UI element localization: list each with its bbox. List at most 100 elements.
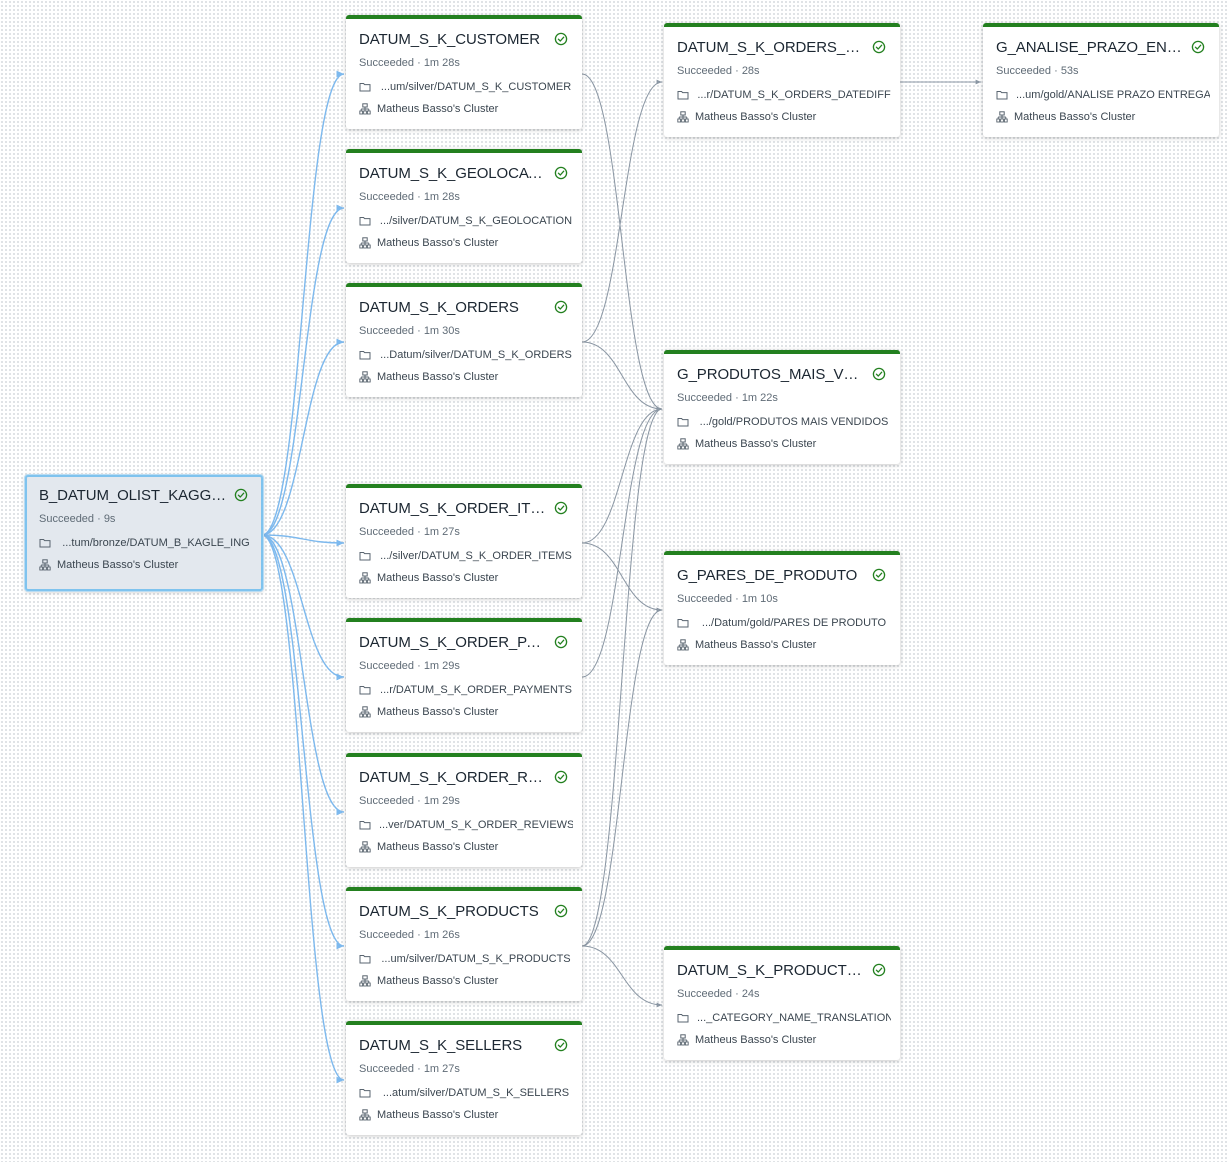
- task-status: Succeeded · 1m 22s: [677, 392, 778, 404]
- task-node-orders[interactable]: DATUM_S_K_ORDERS Succeeded · 1m 30s ...Dat…: [346, 283, 582, 397]
- task-title: DATUM_S_K_ORDERS: [359, 299, 519, 316]
- check-circle-icon: [872, 963, 886, 977]
- cluster-label: Matheus Basso's Cluster: [695, 1034, 817, 1046]
- cluster-icon: [677, 111, 689, 123]
- edge-products-to-produtos: [581, 406, 663, 947]
- task-cluster[interactable]: Matheus Basso's Cluster: [359, 103, 573, 115]
- path-label: ...r/DATUM_S_K_ORDER_PAYMENTS: [380, 684, 572, 696]
- edge-b-olist-to-customer: [261, 70, 345, 536]
- folder-icon: [677, 617, 689, 629]
- task-node-order-pay[interactable]: DATUM_S_K_ORDER_PAY... Succeeded · 1m 29s…: [346, 618, 582, 732]
- folder-icon: [677, 416, 689, 428]
- edge-order-items-to-produtos: [581, 406, 663, 544]
- cluster-icon: [359, 1109, 371, 1121]
- task-node-produtos[interactable]: G_PRODUTOS_MAIS_VEN... Succeeded · 1m 22s…: [664, 350, 900, 464]
- cluster-icon: [996, 111, 1008, 123]
- task-notebook-path[interactable]: ...ver/DATUM_S_K_ORDER_REVIEWS: [359, 819, 573, 831]
- edge-b-olist-to-order-pay: [261, 534, 345, 681]
- task-status: Succeeded · 1m 26s: [359, 929, 460, 941]
- task-title: DATUM_S_K_ORDER_ITE...: [359, 500, 549, 517]
- task-node-order-rev[interactable]: DATUM_S_K_ORDER_REV... Succeeded · 1m 29s…: [346, 753, 582, 867]
- path-label: ...atum/silver/DATUM_S_K_SELLERS: [382, 1087, 570, 1099]
- task-cluster[interactable]: Matheus Basso's Cluster: [359, 572, 573, 584]
- task-node-customer[interactable]: DATUM_S_K_CUSTOMER Succeeded · 1m 28s ...u…: [346, 15, 582, 129]
- edge-b-olist-to-sellers: [261, 534, 345, 1084]
- task-notebook-path[interactable]: ...r/DATUM_S_K_ORDERS_DATEDIFF: [677, 89, 891, 101]
- cluster-icon: [359, 371, 371, 383]
- path-label: .../Datum/gold/PARES DE PRODUTO: [701, 617, 887, 629]
- cluster-icon: [359, 237, 371, 249]
- path-label: ..._CATEGORY_NAME_TRANSLATION: [697, 1012, 891, 1024]
- task-title: G_PARES_DE_PRODUTO: [677, 567, 858, 584]
- task-cluster[interactable]: Matheus Basso's Cluster: [359, 706, 573, 718]
- folder-icon: [359, 215, 371, 227]
- task-cluster[interactable]: Matheus Basso's Cluster: [359, 1109, 573, 1121]
- check-circle-icon: [872, 568, 886, 582]
- task-cluster[interactable]: Matheus Basso's Cluster: [39, 559, 253, 571]
- task-node-orders-da[interactable]: DATUM_S_K_ORDERS_DA... Succeeded · 28s...…: [664, 23, 900, 137]
- task-title: DATUM_S_K_ORDERS_DA...: [677, 39, 867, 56]
- folder-icon: [39, 537, 51, 549]
- task-notebook-path[interactable]: ...tum/bronze/DATUM_B_KAGLE_ING: [39, 537, 253, 549]
- path-label: .../silver/DATUM_S_K_ORDER_ITEMS: [380, 550, 572, 562]
- task-cluster[interactable]: Matheus Basso's Cluster: [359, 371, 573, 383]
- edge-customer-to-produtos: [581, 73, 663, 412]
- task-node-sellers[interactable]: DATUM_S_K_SELLERS Succeeded · 1m 27s ...at…: [346, 1021, 582, 1135]
- check-circle-icon: [554, 904, 568, 918]
- task-node-b-olist[interactable]: B_DATUM_OLIST_KAGGL... Succeeded · 9s ...t…: [25, 475, 263, 591]
- task-notebook-path[interactable]: ...Datum/silver/DATUM_S_K_ORDERS: [359, 349, 573, 361]
- cluster-icon: [39, 559, 51, 571]
- task-title: G_ANALISE_PRAZO_ENTR...: [996, 39, 1186, 56]
- task-cluster[interactable]: Matheus Basso's Cluster: [359, 975, 573, 987]
- task-node-analise[interactable]: G_ANALISE_PRAZO_ENTR... Succeeded · 53s..…: [983, 23, 1219, 137]
- task-status: Succeeded · 28s: [677, 65, 760, 77]
- check-circle-icon: [554, 635, 568, 649]
- folder-icon: [359, 953, 371, 965]
- task-notebook-path[interactable]: ...atum/silver/DATUM_S_K_SELLERS: [359, 1087, 573, 1099]
- cluster-label: Matheus Basso's Cluster: [695, 111, 817, 123]
- task-notebook-path[interactable]: ..._CATEGORY_NAME_TRANSLATION: [677, 1012, 891, 1024]
- edge-order-pay-to-produtos: [581, 406, 663, 678]
- task-node-geolocation[interactable]: DATUM_S_K_GEOLOCATI... Succeeded · 1m 28s…: [346, 149, 582, 263]
- task-notebook-path[interactable]: .../Datum/gold/PARES DE PRODUTO: [677, 617, 891, 629]
- cluster-icon: [359, 975, 371, 987]
- task-cluster[interactable]: Matheus Basso's Cluster: [677, 1034, 891, 1046]
- task-status: Succeeded · 53s: [996, 65, 1079, 77]
- edge-b-olist-to-order-rev: [261, 534, 345, 816]
- cluster-label: Matheus Basso's Cluster: [1014, 111, 1136, 123]
- task-cluster[interactable]: Matheus Basso's Cluster: [996, 111, 1210, 123]
- task-cluster[interactable]: Matheus Basso's Cluster: [677, 438, 891, 450]
- edge-b-olist-to-products: [261, 534, 345, 950]
- task-notebook-path[interactable]: .../gold/PRODUTOS MAIS VENDIDOS: [677, 416, 891, 428]
- path-label: .../gold/PRODUTOS MAIS VENDIDOS: [699, 416, 889, 428]
- task-cluster[interactable]: Matheus Basso's Cluster: [359, 841, 573, 853]
- folder-icon: [677, 1012, 689, 1024]
- folder-icon: [359, 550, 371, 562]
- task-node-products[interactable]: DATUM_S_K_PRODUCTS Succeeded · 1m 26s ...u…: [346, 887, 582, 1001]
- edge-b-olist-to-orders: [261, 338, 345, 536]
- edge-order-items-to-pares: [581, 542, 663, 613]
- path-label: ...um/gold/ANALISE PRAZO ENTREGA: [1016, 89, 1210, 101]
- task-cluster[interactable]: Matheus Basso's Cluster: [677, 639, 891, 651]
- task-status: Succeeded · 1m 27s: [359, 526, 460, 538]
- task-notebook-path[interactable]: ...r/DATUM_S_K_ORDER_PAYMENTS: [359, 684, 573, 696]
- check-circle-icon: [872, 40, 886, 54]
- task-notebook-path[interactable]: ...um/silver/DATUM_S_K_PRODUCTS: [359, 953, 573, 965]
- task-notebook-path[interactable]: ...um/silver/DATUM_S_K_CUSTOMER: [359, 81, 573, 93]
- task-cluster[interactable]: Matheus Basso's Cluster: [677, 111, 891, 123]
- task-notebook-path[interactable]: .../silver/DATUM_S_K_ORDER_ITEMS: [359, 550, 573, 562]
- cluster-label: Matheus Basso's Cluster: [377, 371, 499, 383]
- task-node-pares[interactable]: G_PARES_DE_PRODUTO Succeeded · 1m 10s .../…: [664, 551, 900, 665]
- task-status: Succeeded · 1m 10s: [677, 593, 778, 605]
- task-notebook-path[interactable]: ...um/gold/ANALISE PRAZO ENTREGA: [996, 89, 1210, 101]
- path-label: .../silver/DATUM_S_K_GEOLOCATION: [379, 215, 573, 227]
- folder-icon: [359, 684, 371, 696]
- edge-orders-to-produtos: [581, 341, 663, 412]
- cluster-icon: [359, 572, 371, 584]
- task-notebook-path[interactable]: .../silver/DATUM_S_K_GEOLOCATION: [359, 215, 573, 227]
- task-node-order-items[interactable]: DATUM_S_K_ORDER_ITE... Succeeded · 1m 27s…: [346, 484, 582, 598]
- path-label: ...um/silver/DATUM_S_K_PRODUCTS: [381, 953, 571, 965]
- cluster-label: Matheus Basso's Cluster: [695, 639, 817, 651]
- task-node-product-c[interactable]: DATUM_S_K_PRODUCT_C... Succeeded · 24s...…: [664, 946, 900, 1060]
- task-cluster[interactable]: Matheus Basso's Cluster: [359, 237, 573, 249]
